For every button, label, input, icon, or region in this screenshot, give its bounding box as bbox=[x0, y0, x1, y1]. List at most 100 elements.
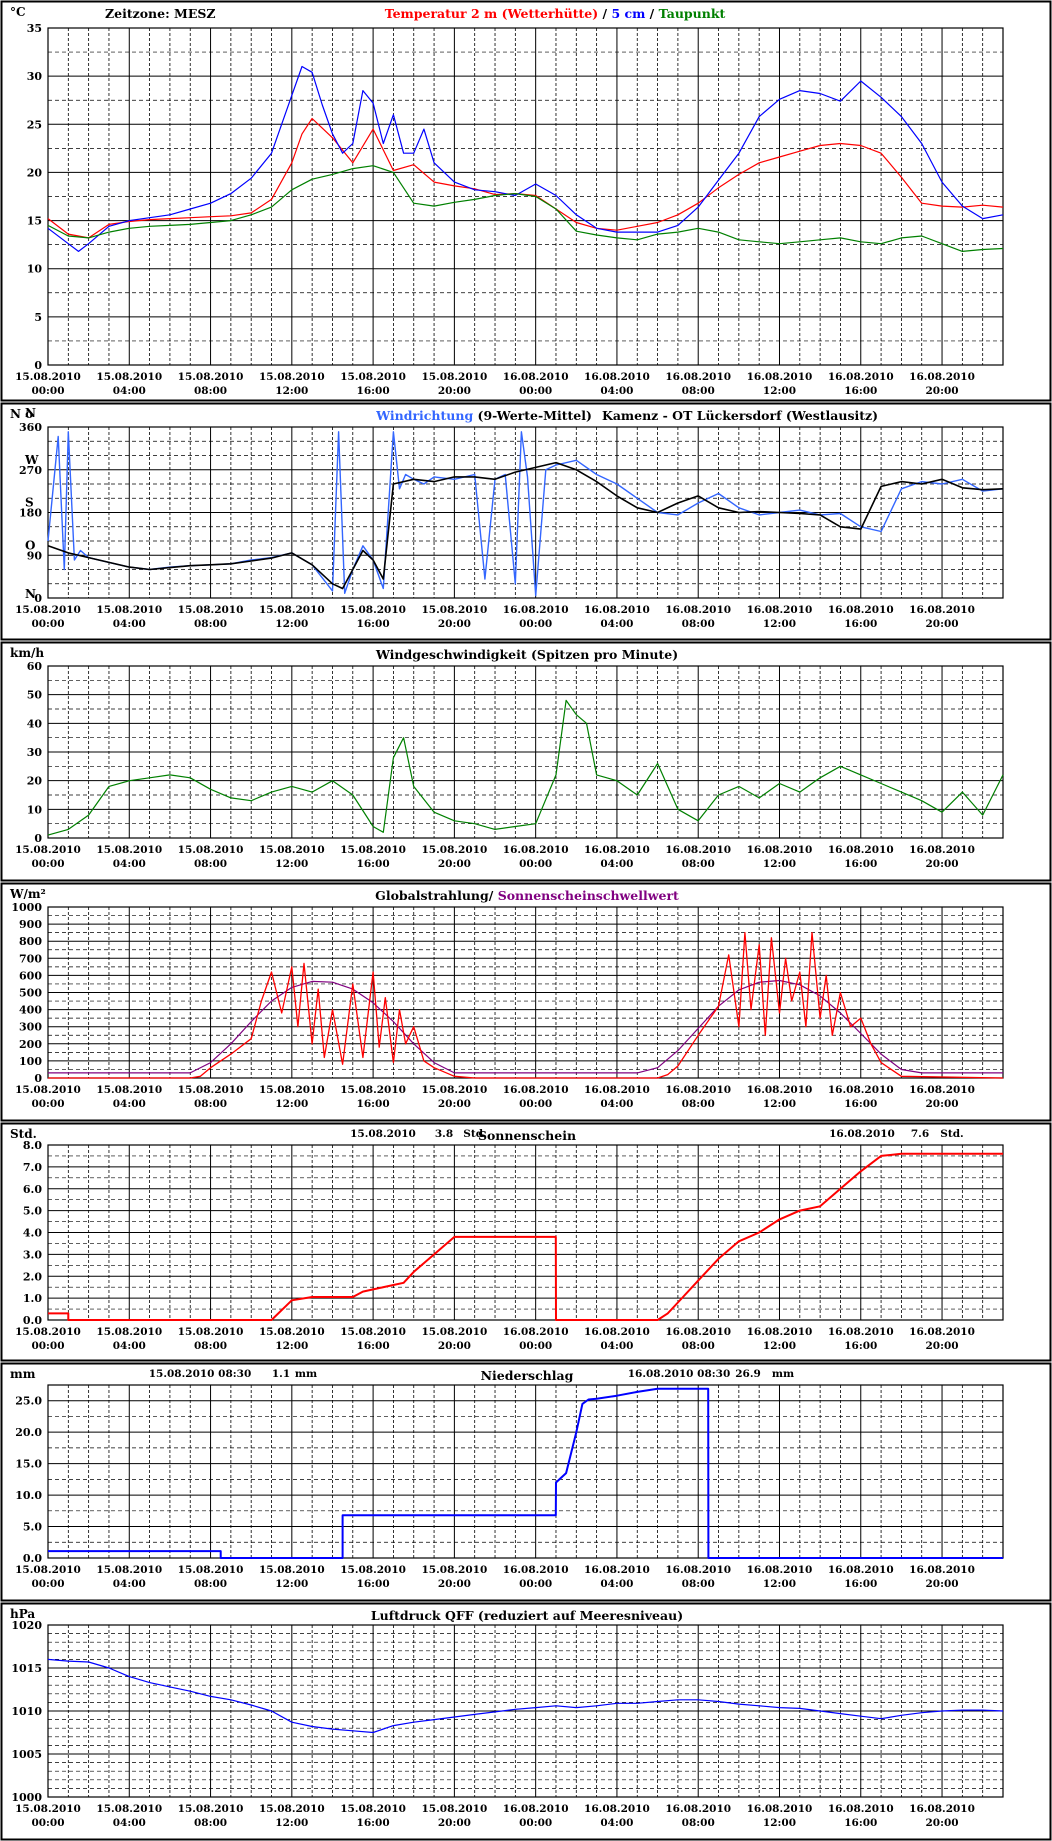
x-tick-date: 16.08.2010 bbox=[909, 1326, 975, 1338]
x-tick-date: 16.08.2010 bbox=[503, 1564, 569, 1576]
panel-frame bbox=[0, 882, 1052, 1122]
plot-area bbox=[47, 27, 1004, 366]
timezone-label: Zeitzone: MESZ bbox=[105, 6, 216, 21]
chart-title: Temperatur 2 m (Wetterhütte) / 5 cm / Ta… bbox=[385, 6, 726, 21]
x-tick-time: 04:00 bbox=[113, 385, 146, 397]
x-tick-date: 15.08.2010 bbox=[422, 844, 488, 856]
x-tick-date: 16.08.2010 bbox=[828, 1803, 894, 1815]
y-tick-label: 35 bbox=[27, 22, 42, 35]
x-tick-date: 15.08.2010 bbox=[340, 1564, 406, 1576]
x-tick-date: 16.08.2010 bbox=[828, 844, 894, 856]
x-tick-time: 04:00 bbox=[113, 858, 146, 870]
x-tick-time: 12:00 bbox=[763, 1578, 796, 1590]
unit-label: hPa bbox=[10, 1607, 35, 1621]
x-tick-time: 00:00 bbox=[31, 1817, 64, 1829]
plot-area bbox=[47, 665, 1004, 839]
x-tick-date: 16.08.2010 bbox=[909, 1803, 975, 1815]
annotation-date: 15.08.2010 bbox=[350, 1128, 416, 1140]
x-tick-time: 00:00 bbox=[519, 385, 552, 397]
x-tick-time: 16:00 bbox=[357, 1817, 390, 1829]
y-tick-label: 270 bbox=[19, 464, 42, 477]
x-tick-time: 16:00 bbox=[844, 1340, 877, 1352]
x-tick-date: 16.08.2010 bbox=[747, 604, 813, 616]
unit-label: W/m² bbox=[9, 887, 46, 901]
y-tick-label: 15 bbox=[27, 215, 42, 228]
x-tick-date: 16.08.2010 bbox=[665, 1803, 731, 1815]
x-tick-time: 12:00 bbox=[275, 1098, 308, 1110]
x-tick-time: 04:00 bbox=[113, 1817, 146, 1829]
x-tick-time: 00:00 bbox=[31, 1340, 64, 1352]
x-tick-time: 08:00 bbox=[194, 858, 227, 870]
y-tick-label: 400 bbox=[19, 1004, 42, 1017]
x-tick-date: 16.08.2010 bbox=[747, 371, 813, 383]
x-tick-date: 15.08.2010 bbox=[178, 604, 244, 616]
x-tick-time: 00:00 bbox=[31, 1578, 64, 1590]
y-tick-label: 1015 bbox=[11, 1662, 42, 1675]
x-tick-date: 15.08.2010 bbox=[96, 844, 162, 856]
x-tick-time: 20:00 bbox=[438, 385, 471, 397]
x-tick-time: 12:00 bbox=[275, 1340, 308, 1352]
unit-label: °C bbox=[10, 5, 26, 19]
chart-title: Globalstrahlung/ Sonnenscheinschwellwert bbox=[375, 888, 679, 903]
x-tick-time: 00:00 bbox=[519, 1578, 552, 1590]
y-tick-label: 50 bbox=[27, 689, 43, 702]
y-tick-label: 180 bbox=[19, 507, 42, 520]
x-tick-time: 20:00 bbox=[438, 618, 471, 630]
y-tick-label: 600 bbox=[19, 969, 42, 982]
x-tick-date: 16.08.2010 bbox=[503, 844, 569, 856]
chart-panel-precipitation: 0.0 5.0 10.0 15.0 20.0 25.0 mm 15.08.2010 00:00 1… bbox=[0, 1362, 1052, 1602]
compass-label: W bbox=[24, 453, 39, 467]
y-tick-label: 1010 bbox=[11, 1705, 42, 1718]
y-tick-label: 20 bbox=[27, 166, 43, 179]
x-tick-time: 20:00 bbox=[925, 385, 958, 397]
y-tick-label: 25.0 bbox=[15, 1395, 42, 1408]
x-tick-time: 04:00 bbox=[113, 618, 146, 630]
annotation-unit: Std. bbox=[463, 1128, 486, 1140]
annotation-value: 26.9 bbox=[735, 1368, 761, 1380]
chart-title: Windgeschwindigkeit (Spitzen pro Minute) bbox=[375, 647, 678, 662]
x-tick-time: 16:00 bbox=[844, 618, 877, 630]
compass-label: N bbox=[25, 406, 36, 420]
x-tick-date: 16.08.2010 bbox=[909, 1084, 975, 1096]
y-tick-label: 1.0 bbox=[23, 1292, 42, 1305]
y-tick-label: 300 bbox=[19, 1021, 42, 1034]
chart-title-part: 5 cm bbox=[611, 6, 645, 21]
x-tick-date: 15.08.2010 bbox=[15, 604, 81, 616]
chart-title: Niederschlag bbox=[481, 1368, 574, 1383]
x-tick-time: 08:00 bbox=[682, 385, 715, 397]
x-tick-date: 15.08.2010 bbox=[422, 1084, 488, 1096]
x-tick-date: 16.08.2010 bbox=[665, 1084, 731, 1096]
x-tick-date: 15.08.2010 bbox=[96, 1084, 162, 1096]
compass-label: S bbox=[25, 496, 34, 510]
compass-label: N bbox=[25, 587, 36, 601]
x-tick-time: 04:00 bbox=[113, 1098, 146, 1110]
x-tick-time: 08:00 bbox=[682, 1817, 715, 1829]
x-tick-time: 08:00 bbox=[682, 858, 715, 870]
x-tick-date: 16.08.2010 bbox=[665, 844, 731, 856]
chart-title-part: Windgeschwindigkeit (Spitzen pro Minute) bbox=[375, 647, 678, 662]
x-tick-time: 20:00 bbox=[925, 618, 958, 630]
y-tick-label: 0 bbox=[34, 592, 42, 605]
x-tick-time: 04:00 bbox=[113, 1578, 146, 1590]
y-tick-label: 200 bbox=[19, 1038, 42, 1051]
x-tick-time: 12:00 bbox=[275, 618, 308, 630]
panel-frame bbox=[0, 1602, 1052, 1841]
x-tick-time: 04:00 bbox=[600, 858, 633, 870]
plot-area bbox=[47, 1384, 1004, 1559]
x-tick-time: 12:00 bbox=[275, 385, 308, 397]
x-tick-date: 15.08.2010 bbox=[259, 1803, 325, 1815]
y-tick-label: 10 bbox=[27, 263, 43, 276]
x-tick-time: 12:00 bbox=[275, 1817, 308, 1829]
x-tick-time: 20:00 bbox=[925, 858, 958, 870]
x-tick-date: 15.08.2010 bbox=[178, 1564, 244, 1576]
chart-panel-sunshine: 0.01.02.03.04.05.06.07.08.0Std.15.08.201… bbox=[0, 1122, 1052, 1362]
chart-title-part: Sonnenschein bbox=[478, 1128, 576, 1143]
x-tick-date: 15.08.2010 bbox=[178, 1326, 244, 1338]
chart-title-part: Globalstrahlung/ bbox=[375, 888, 498, 903]
chart-panel-temperature: 0 5 10 15 20 25 30 35°C 15.08.2010 00:00 15.08.201… bbox=[0, 0, 1052, 402]
x-tick-date: 15.08.2010 bbox=[15, 1564, 81, 1576]
x-tick-time: 12:00 bbox=[763, 858, 796, 870]
x-tick-time: 00:00 bbox=[519, 1340, 552, 1352]
series-line-wind_direction-1 bbox=[47, 461, 1004, 590]
y-tick-label: 5 bbox=[34, 311, 42, 324]
